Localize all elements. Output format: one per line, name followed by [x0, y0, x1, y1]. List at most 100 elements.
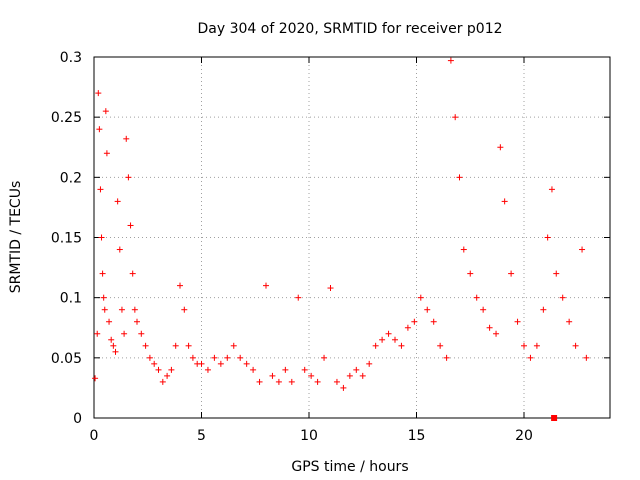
- data-point: [508, 270, 515, 277]
- x-tick-label: 0: [90, 428, 99, 444]
- data-point: [168, 366, 175, 373]
- data-point: [181, 306, 188, 313]
- data-point: [340, 384, 347, 391]
- data-point: [583, 354, 590, 361]
- data-point: [100, 294, 107, 301]
- data-point: [544, 234, 551, 241]
- data-point: [159, 378, 166, 385]
- plot-frame: [93, 56, 611, 419]
- data-point: [456, 174, 463, 181]
- data-point: [275, 378, 282, 385]
- data-point: [497, 144, 504, 151]
- data-point: [572, 342, 579, 349]
- data-point: [189, 354, 196, 361]
- data-point: [131, 306, 138, 313]
- data-point: [250, 366, 257, 373]
- data-point: [553, 270, 560, 277]
- data-point: [172, 342, 179, 349]
- data-point: [521, 342, 527, 349]
- y-axis-label: SRMTID / TECUs: [8, 181, 24, 294]
- data-point: [424, 306, 431, 313]
- y-tick-label: 0.1: [60, 291, 82, 307]
- y-tick-label: 0.05: [51, 351, 82, 367]
- data-point: [177, 282, 183, 289]
- data-point: [460, 246, 467, 253]
- data-point: [321, 354, 328, 361]
- grid-lines: [94, 57, 610, 418]
- data-point: [263, 282, 269, 289]
- data-point: [527, 354, 534, 361]
- data-point: [452, 114, 459, 121]
- data-point: [98, 234, 105, 241]
- data-point: [198, 360, 205, 367]
- data-point: [116, 246, 123, 253]
- data-point: [366, 360, 373, 367]
- x-axis-label: GPS time / hours: [291, 459, 408, 475]
- data-point: [127, 222, 134, 229]
- y-tick-label: 0: [73, 411, 82, 427]
- data-point: [473, 294, 480, 301]
- y-tick-label: 0.3: [60, 50, 82, 66]
- data-point: [108, 336, 115, 343]
- data-point: [392, 336, 398, 343]
- data-point: [540, 306, 547, 313]
- data-point: [101, 306, 108, 313]
- data-point: [437, 342, 444, 349]
- data-point: [185, 342, 192, 349]
- data-point: [134, 318, 140, 325]
- data-point: [95, 90, 102, 97]
- data-point: [493, 330, 500, 337]
- data-point: [333, 378, 340, 385]
- data-point: [480, 306, 487, 313]
- data-point: [559, 294, 566, 301]
- data-point: [211, 354, 218, 361]
- x-tick-label: 20: [515, 428, 533, 444]
- data-point: [359, 372, 366, 379]
- data-point: [385, 330, 392, 337]
- data-point: [102, 108, 109, 115]
- data-point: [125, 174, 132, 181]
- data-point: [237, 354, 244, 361]
- data-point: [224, 354, 231, 361]
- data-point: [243, 360, 250, 367]
- data-point: [129, 270, 136, 277]
- data-point: [99, 270, 106, 277]
- data-point: [92, 375, 99, 382]
- y-tick-label: 0.2: [60, 170, 82, 186]
- data-points: [92, 57, 590, 421]
- data-point: [579, 246, 586, 253]
- x-tick-label: 10: [300, 428, 318, 444]
- data-point: [256, 378, 263, 385]
- data-point: [112, 348, 119, 355]
- data-point: [146, 354, 153, 361]
- y-tick-label: 0.15: [51, 231, 82, 247]
- data-point: [548, 186, 555, 193]
- data-point: [447, 57, 454, 64]
- data-point: [411, 318, 418, 325]
- data-point: [123, 135, 130, 142]
- data-point: [204, 366, 211, 373]
- y-tick-label: 0.25: [51, 110, 82, 126]
- data-point: [217, 360, 224, 367]
- data-point: [142, 342, 149, 349]
- axis-ticks: 0 5 10 15 20 0 0.05 0.1 0.15 0.2 0.25 0.3: [51, 50, 610, 444]
- data-point: [430, 318, 437, 325]
- data-point: [164, 372, 171, 379]
- data-point: [94, 330, 101, 337]
- data-point: [96, 126, 103, 133]
- data-point: [269, 372, 276, 379]
- data-point: [417, 294, 424, 301]
- data-point: [533, 342, 540, 349]
- data-point: [138, 330, 145, 337]
- data-point: [372, 342, 379, 349]
- data-point: [106, 318, 113, 325]
- data-point: [288, 378, 295, 385]
- data-point: [314, 378, 321, 385]
- data-point: [501, 198, 508, 205]
- data-point: [121, 330, 128, 337]
- data-point: [151, 360, 158, 367]
- data-point: [353, 366, 360, 373]
- data-point: [404, 324, 411, 331]
- data-point: [282, 366, 289, 373]
